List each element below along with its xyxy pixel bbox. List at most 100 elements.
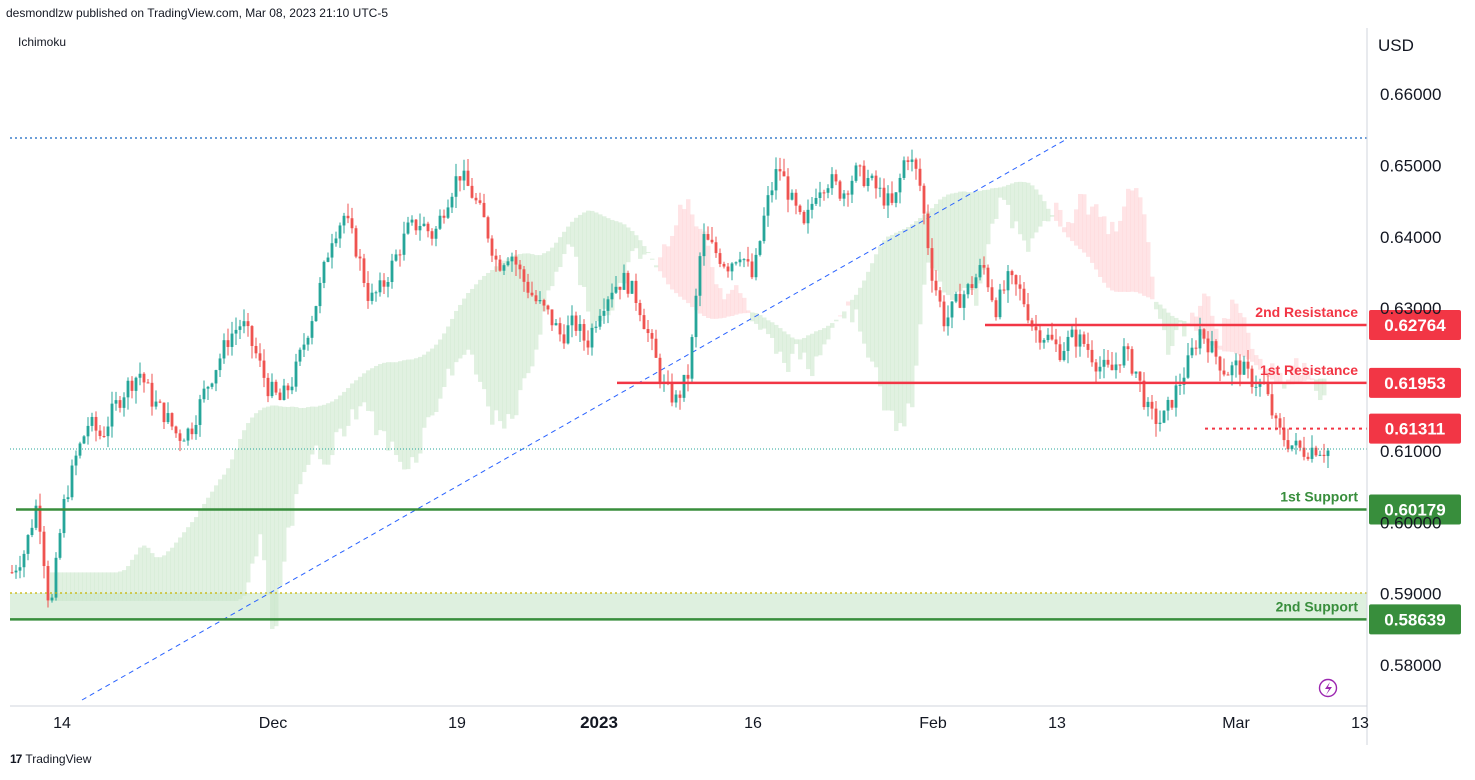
candle (806, 199, 810, 234)
cloud-segment (878, 246, 883, 387)
cloud-segment (178, 537, 183, 601)
cloud-segment (254, 413, 259, 557)
candle (498, 255, 502, 272)
candle (1266, 373, 1270, 396)
candle (1178, 373, 1182, 396)
cloud-segment (982, 190, 987, 270)
candle (386, 276, 390, 298)
price-chart[interactable]: 2nd Resistance 0.62764 1st Resistance 0.619… (0, 0, 1475, 745)
cloud-segment (642, 246, 647, 255)
cloud-segment (938, 199, 943, 282)
cloud-segment (1070, 223, 1075, 242)
candle (950, 301, 954, 329)
candle (566, 315, 570, 345)
candle (958, 283, 962, 309)
cloud-segment (650, 258, 655, 260)
cloud-segment (718, 288, 723, 319)
candle (1102, 348, 1106, 379)
cloud-segment (586, 210, 591, 312)
y-axis[interactable]: 0.66000 0.65000 0.64000 0.63000 0.61000 0.600… (1380, 85, 1441, 675)
cloud-segment (1250, 348, 1255, 362)
candle (1066, 330, 1070, 364)
candle (286, 383, 290, 399)
candle (1190, 338, 1194, 359)
cloud-segment (122, 570, 127, 601)
cloud-segment (542, 253, 547, 312)
cloud-segment (1206, 296, 1211, 343)
candle (1222, 358, 1226, 377)
svg-text:0.58639: 0.58639 (1384, 610, 1445, 629)
candle (1006, 264, 1010, 303)
cloud-segment (114, 572, 119, 601)
cloud-segment (58, 572, 63, 601)
cloud-segment (578, 214, 583, 286)
candle (242, 309, 246, 334)
cloud-segment (1306, 372, 1311, 380)
cloud-segment (82, 572, 87, 601)
candle (318, 277, 322, 314)
cloud-segment (182, 532, 187, 601)
cloud-segment (474, 284, 479, 375)
price-badge: 0.58639 (1369, 604, 1461, 635)
candle (70, 459, 74, 501)
candle (622, 264, 626, 290)
candle (758, 240, 762, 257)
candle (786, 168, 790, 213)
footer-brand[interactable]: 17 TradingView (10, 752, 91, 766)
candle (586, 330, 590, 355)
cloud-segment (942, 196, 947, 293)
y-tick-label: 0.61000 (1380, 442, 1441, 461)
cloud-segment (1242, 317, 1247, 358)
cloud-segment (550, 247, 555, 287)
candle (346, 203, 350, 224)
candle (962, 290, 966, 321)
cloud-segment (1014, 182, 1019, 222)
cloud-segment (314, 406, 319, 446)
candle (798, 204, 802, 215)
candle (334, 231, 338, 247)
cloud-segment (526, 253, 531, 374)
cloud-segment (434, 344, 439, 413)
ichimoku-cloud (50, 181, 1327, 629)
cloud-segment (1298, 375, 1303, 383)
candle (1206, 331, 1210, 363)
candle (1226, 371, 1230, 376)
cloud-segment (570, 221, 575, 247)
cloud-segment (1138, 197, 1143, 294)
cloud-segment (290, 406, 295, 526)
x-tick-label: Mar (1222, 715, 1250, 732)
candle (574, 311, 578, 336)
candle (394, 249, 398, 262)
candle (670, 373, 674, 407)
cloud-segment (678, 204, 683, 297)
candle (994, 297, 998, 321)
cloud-segment (690, 214, 695, 308)
cloud-segment (630, 231, 635, 252)
candle (278, 388, 282, 401)
cloud-segment (482, 275, 487, 390)
candle (418, 213, 422, 241)
x-tick-label: 16 (744, 715, 762, 732)
lightning-icon[interactable] (1318, 678, 1338, 698)
candle (182, 438, 186, 442)
cloud-segment (858, 287, 863, 332)
cloud-segment (834, 319, 839, 322)
candle (478, 192, 482, 205)
cloud-segment (194, 517, 199, 601)
x-axis[interactable]: 14 Dec 19 2023 16 Feb 13 Mar 13 (53, 713, 1369, 732)
candle (250, 325, 254, 359)
candle (898, 173, 902, 204)
candle (1278, 413, 1282, 435)
cloud-segment (1078, 194, 1083, 250)
candle (34, 499, 38, 531)
cloud-segment (1074, 209, 1079, 246)
cloud-segment (1066, 221, 1071, 238)
candle (642, 308, 646, 330)
cloud-segment (1318, 378, 1323, 401)
cloud-segment (1082, 194, 1087, 253)
cloud-segment (1266, 368, 1271, 377)
candle (110, 391, 114, 438)
candle (10, 565, 14, 574)
cloud-segment (262, 407, 267, 561)
cloud-segment (770, 322, 775, 338)
